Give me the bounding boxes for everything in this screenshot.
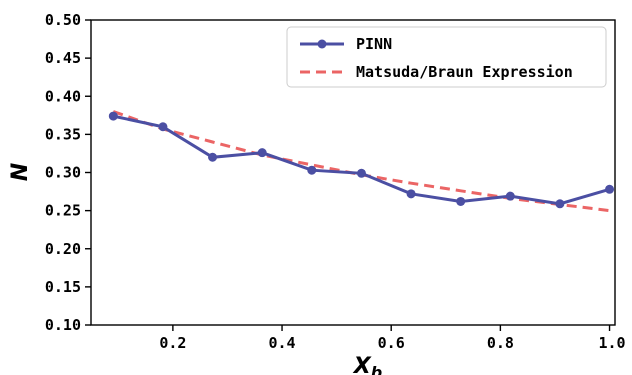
y-tick-label: 0.40 — [45, 87, 81, 105]
pinn-data-point — [406, 189, 416, 199]
series-line-pinn — [112, 114, 610, 206]
pinn-data-point — [456, 196, 466, 206]
y-axis-label: N — [8, 163, 33, 181]
y-tick-label: 0.45 — [45, 49, 81, 67]
legend-pinn-marker — [317, 39, 327, 49]
pinn-data-point — [555, 199, 565, 209]
series-line-matsuda-braun — [112, 110, 610, 213]
legend-pinn-label: PINN — [356, 35, 392, 53]
x-axis-label-subscript: b — [371, 363, 382, 375]
y-tick-label: 0.35 — [45, 125, 81, 143]
pinn-data-point — [158, 122, 168, 132]
y-tick-label: 0.15 — [45, 278, 81, 296]
y-tick-label: 0.50 — [45, 11, 81, 29]
pinn-data-point — [307, 165, 317, 175]
x-tick-label: 0.2 — [159, 334, 186, 352]
pinn-data-point — [505, 191, 515, 201]
x-axis-label: Xb — [352, 354, 382, 375]
x-axis-label-main: X — [352, 354, 372, 375]
legend: PINN Matsuda/Braun Expression — [286, 26, 607, 88]
pinn-data-point — [208, 152, 218, 162]
legend-box — [286, 26, 607, 88]
series-layer — [108, 110, 615, 213]
pinn-data-point — [356, 168, 366, 178]
y-tick-label: 0.10 — [45, 316, 81, 334]
ticks-layer: 0.10 0.15 0.20 0.25 0.30 0.35 0.40 0.45 0.50 0.2 0… — [45, 11, 626, 352]
y-tick-label: 0.30 — [45, 164, 81, 182]
legend-matsuda-label: Matsuda/Braun Expression — [356, 63, 573, 81]
pinn-data-point — [108, 111, 118, 121]
x-tick-label: 0.6 — [378, 334, 405, 352]
x-tick-label: 0.8 — [487, 334, 514, 352]
pinn-data-point — [605, 184, 615, 194]
x-tick-label: 0.4 — [268, 334, 295, 352]
y-tick-label: 0.25 — [45, 202, 81, 220]
pinn-data-point — [257, 148, 267, 158]
x-tick-label: 1.0 — [598, 334, 625, 352]
y-tick-label: 0.20 — [45, 240, 81, 258]
